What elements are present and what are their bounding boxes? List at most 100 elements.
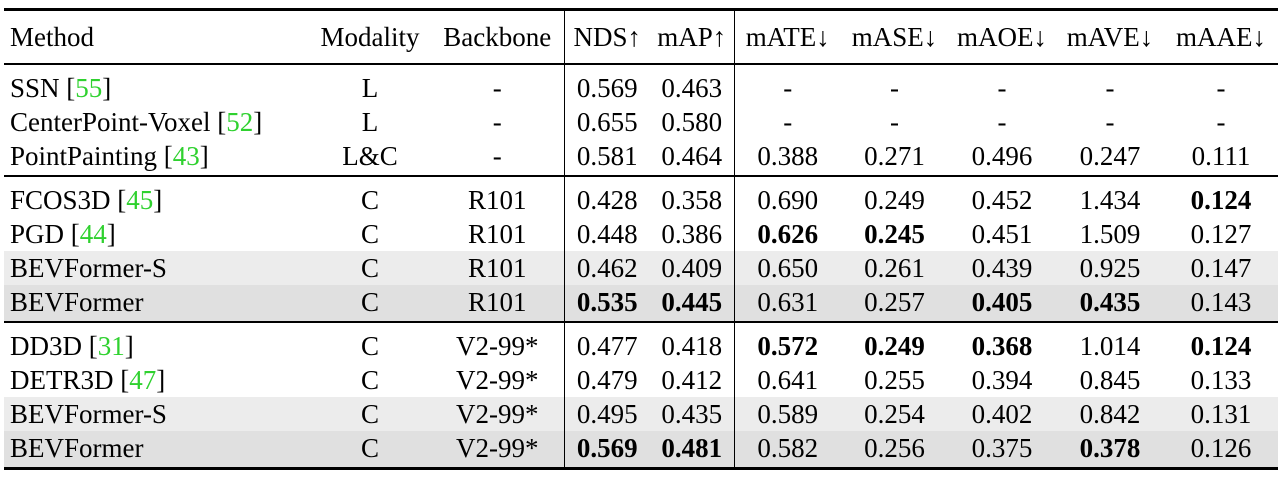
backbone-cell: V2-99* [431,431,564,470]
mave-cell: 0.845 [1079,365,1141,395]
maae-cell: 0.133 [1190,365,1252,395]
mave-cell: 0.435 [1056,285,1164,322]
mase-cell: 0.257 [841,285,948,322]
nds-cell: 0.448 [563,217,650,251]
citation-link[interactable]: 47 [129,365,157,395]
mave-cell: 0.842 [1056,397,1164,431]
backbone-cell: - [431,63,564,105]
method-cell: BEVFormer [4,285,309,322]
mate-cell: 0.641 [733,363,841,397]
table-row: DETR3D [47] C V2-99* 0.479 0.412 0.641 0.255 0.… [4,363,1278,397]
modality-cell: C [360,219,379,249]
modality-cell: C [309,285,431,322]
mate-cell: - [733,63,841,105]
nds-cell: 0.535 [563,285,650,322]
maoe-cell: 0.405 [948,285,1056,322]
mate-cell: 0.690 [733,175,841,217]
map-cell: 0.463 [650,63,734,105]
mate-cell: 0.631 [733,285,841,322]
method-cell: PGD [44] [10,219,116,249]
maae-cell: 0.143 [1164,285,1278,322]
maoe-cell: 0.496 [971,141,1033,171]
table-row: FCOS3D [45] C R101 0.428 0.358 0.690 0.249 0.45… [4,175,1278,217]
mate-cell: 0.589 [733,397,841,431]
mave-cell: 0.378 [1056,431,1164,470]
mave-cell: - [1056,63,1164,105]
table-row: PGD [44] C R101 0.448 0.386 0.626 0.245 0.451 1.… [4,217,1278,251]
method-cell: FCOS3D [45] [4,175,309,217]
nds-cell: 0.479 [563,363,650,397]
mase-cell: - [890,107,899,137]
nds-cell: 0.569 [563,431,650,470]
backbone-cell: V2-99* [456,365,539,395]
results-table: Method Modality Backbone NDS↑ mAP↑ mATE↓… [4,8,1278,470]
map-cell: 0.409 [650,251,734,285]
mase-cell: 0.256 [841,431,948,470]
header-maae: mAAE↓ [1164,8,1278,64]
map-cell: 0.580 [661,107,723,137]
header-row: Method Modality Backbone NDS↑ mAP↑ mATE↓… [4,8,1278,64]
maoe-cell: 0.402 [948,397,1056,431]
method-name: BEVFormer-S [10,253,167,283]
modality-cell: C [309,397,431,431]
mate-cell: 0.572 [733,321,841,363]
mate-cell: 0.650 [733,251,841,285]
method-name: SSN [10,73,60,103]
maae-cell: - [1164,63,1278,105]
citation-link[interactable]: 45 [126,185,154,215]
header-mate: mATE↓ [733,8,841,64]
maae-cell: 0.131 [1164,397,1278,431]
header-mave: mAVE↓ [1056,8,1164,64]
maoe-cell: 0.375 [948,431,1056,470]
modality-cell: L&C [342,141,398,171]
maoe-cell: 0.439 [948,251,1056,285]
mase-cell: 0.271 [864,141,925,171]
header-method: Method [4,8,309,64]
map-cell: 0.435 [650,397,734,431]
nds-cell: 0.581 [563,139,650,176]
modality-cell: C [309,321,431,363]
citation-link[interactable]: 43 [172,141,200,171]
nds-cell: 0.462 [563,251,650,285]
modality-cell: C [360,365,379,395]
mase-cell: 0.249 [841,175,948,217]
mave-cell: 1.509 [1079,219,1141,249]
maoe-cell: 0.451 [971,219,1033,249]
citation-link[interactable]: 44 [79,219,107,249]
mate-cell: 0.626 [733,217,841,251]
method-cell: SSN [55] [4,63,309,105]
mase-cell: 0.261 [841,251,948,285]
mave-cell: 0.247 [1079,141,1141,171]
mase-cell: 0.245 [864,219,925,249]
maoe-cell: 0.368 [948,321,1056,363]
nds-cell: 0.655 [563,105,650,139]
mave-cell: - [1105,107,1115,137]
maoe-cell: 0.394 [971,365,1033,395]
citation-link[interactable]: 52 [226,107,254,137]
modality-cell: C [309,251,431,285]
backbone-cell: R101 [431,285,564,322]
header-backbone: Backbone [431,8,564,64]
method-cell: BEVFormer [4,431,309,470]
nds-cell: 0.428 [563,175,650,217]
modality-cell: L [361,107,379,137]
maae-cell: 0.126 [1164,431,1278,470]
map-cell: 0.418 [650,321,734,363]
mave-cell: 0.925 [1056,251,1164,285]
maae-cell: - [1216,107,1226,137]
results-table-container: Method Modality Backbone NDS↑ mAP↑ mATE↓… [4,8,1278,470]
method-name: FCOS3D [10,185,111,215]
mate-cell: - [733,105,841,139]
citation-link[interactable]: 31 [97,331,125,361]
mase-cell: 0.255 [864,365,925,395]
maae-cell: 0.124 [1164,321,1278,363]
map-cell: 0.481 [650,431,734,470]
citation-link[interactable]: 55 [75,73,103,103]
backbone-cell: V2-99* [431,397,564,431]
backbone-cell: V2-99* [431,321,564,363]
table-row: BEVFormer C V2-99* 0.569 0.481 0.582 0.256 0.37… [4,431,1278,470]
map-cell: 0.386 [661,219,723,249]
mave-cell: 1.014 [1056,321,1164,363]
header-mase: mASE↓ [841,8,948,64]
nds-cell: 0.569 [563,63,650,105]
